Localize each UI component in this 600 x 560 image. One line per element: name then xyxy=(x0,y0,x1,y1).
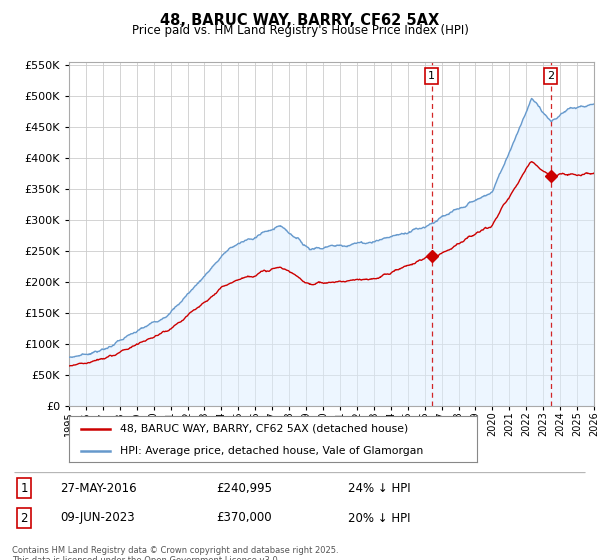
Text: 24% ↓ HPI: 24% ↓ HPI xyxy=(348,482,410,495)
Text: 1: 1 xyxy=(428,71,435,81)
Text: 1: 1 xyxy=(20,482,28,495)
Text: Price paid vs. HM Land Registry's House Price Index (HPI): Price paid vs. HM Land Registry's House … xyxy=(131,24,469,37)
Text: HPI: Average price, detached house, Vale of Glamorgan: HPI: Average price, detached house, Vale… xyxy=(120,446,423,455)
Text: 2: 2 xyxy=(547,71,554,81)
Text: 20% ↓ HPI: 20% ↓ HPI xyxy=(348,511,410,525)
Text: £240,995: £240,995 xyxy=(216,482,272,495)
Text: Contains HM Land Registry data © Crown copyright and database right 2025.
This d: Contains HM Land Registry data © Crown c… xyxy=(12,546,338,560)
Text: 27-MAY-2016: 27-MAY-2016 xyxy=(60,482,137,495)
Text: 48, BARUC WAY, BARRY, CF62 5AX (detached house): 48, BARUC WAY, BARRY, CF62 5AX (detached… xyxy=(120,424,408,434)
Text: £370,000: £370,000 xyxy=(216,511,272,525)
Text: 09-JUN-2023: 09-JUN-2023 xyxy=(60,511,134,525)
Text: 2: 2 xyxy=(20,511,28,525)
Text: 48, BARUC WAY, BARRY, CF62 5AX: 48, BARUC WAY, BARRY, CF62 5AX xyxy=(160,13,440,29)
